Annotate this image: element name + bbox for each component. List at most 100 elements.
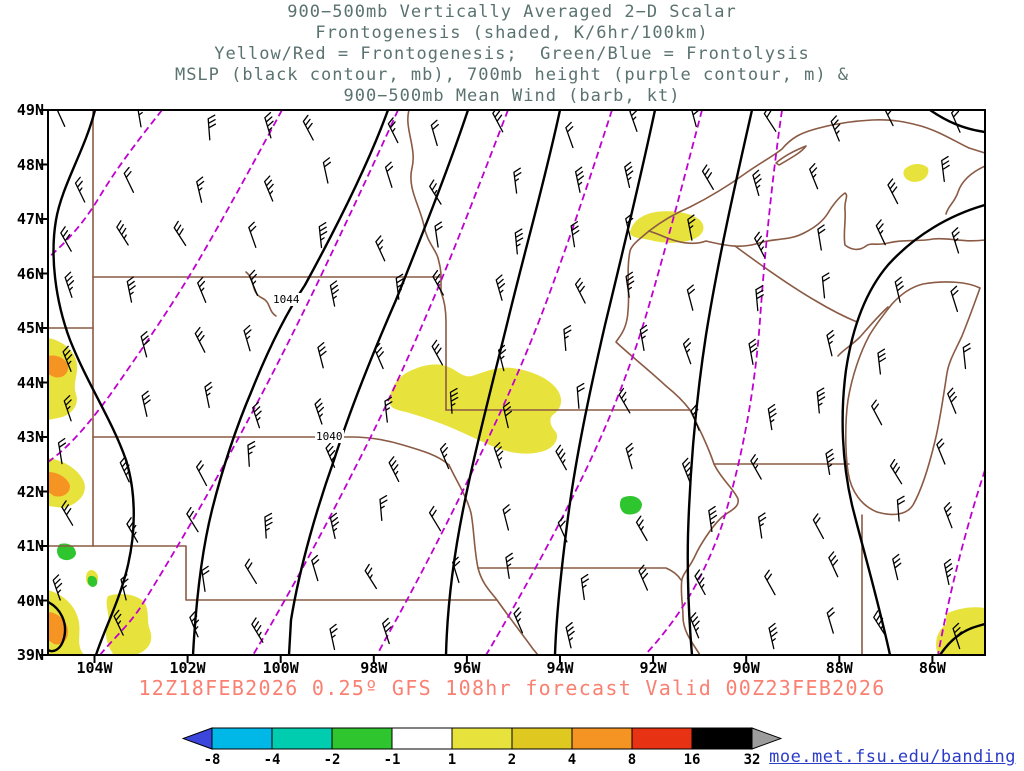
wind-barb [635, 515, 648, 542]
wind-barb [947, 387, 957, 414]
lon-tick-label: 100W [262, 659, 299, 677]
lat-tick-label: 45N [16, 319, 44, 337]
wind-barb [201, 565, 210, 592]
lon-tick-label: 98W [360, 659, 388, 677]
wind-barb [322, 157, 331, 184]
wind-barb [60, 226, 72, 252]
wind-barb [817, 224, 826, 251]
wind-barb [329, 512, 340, 540]
wind-barb [248, 269, 259, 296]
wind-barb [317, 342, 327, 369]
lat-tick-label: 44N [16, 373, 44, 392]
wind-barb [493, 442, 504, 469]
wind-barb [387, 117, 399, 144]
wind-barb [875, 219, 886, 246]
wind-barb [194, 326, 206, 353]
wind-barb [311, 554, 320, 582]
wind-barb [887, 178, 899, 205]
wind-barb [62, 345, 73, 372]
wind-barb [325, 441, 336, 468]
colorbar-segment [631, 727, 693, 750]
wind-barb [565, 121, 574, 149]
wind-barb [943, 558, 953, 586]
colorbar-tick-label: -1 [383, 752, 401, 768]
wind-barb [826, 607, 835, 634]
colorbar-tick-label: 1 [447, 752, 457, 768]
wind-barb [767, 403, 777, 431]
wind-barb [574, 277, 586, 304]
frontogenesis-shading-layer [49, 164, 984, 654]
lat-tick-label: 48N [16, 155, 44, 174]
lat-tick-label: 42N [16, 482, 44, 501]
wind-barb [173, 220, 187, 247]
wind-barb [748, 338, 758, 366]
wind-barb [119, 456, 130, 483]
wind-barb [690, 111, 700, 128]
wind-barb [264, 512, 273, 539]
wind-barbs-layer [52, 111, 971, 651]
wind-barb [941, 155, 950, 183]
colorbar-arrow [181, 727, 213, 750]
lat-tick-label: 39N [16, 646, 44, 664]
colorbar-tick-label: 32 [743, 752, 761, 768]
wind-barb [894, 276, 904, 304]
lat-tick-label: 40N [16, 591, 44, 610]
wind-barb [244, 558, 257, 584]
wind-barb [580, 573, 589, 601]
wind-barb [687, 214, 696, 241]
wind-barb [126, 276, 136, 303]
lat-tick-label: 41N [16, 537, 44, 555]
wind-barb [821, 272, 830, 299]
wind-barb [452, 556, 461, 584]
wind-barb [329, 280, 339, 307]
title-line-1: 900−500mb Vertically Averaged 2−D Scalar [287, 2, 737, 22]
wind-barb [763, 111, 777, 132]
colorbar: -8 -4 -2 -1 1 2 4 8 16 32 [181, 727, 783, 771]
wind-barb [430, 119, 439, 147]
wind-barb [950, 285, 959, 313]
lon-tick-label: 104W [76, 659, 113, 677]
wind-barb [826, 329, 835, 357]
mslp-contour-label-1044: 1044 [272, 293, 301, 306]
colorbar-segment [211, 727, 273, 750]
wind-barb [74, 176, 86, 203]
wind-barb [690, 404, 700, 431]
site-link[interactable]: moe.met.fsu.edu/banding [769, 747, 1016, 767]
colorbar-segment [691, 727, 753, 750]
colorbar-segment [391, 727, 453, 750]
wind-barb [752, 169, 762, 197]
wind-barb [565, 622, 575, 649]
wind-barb [428, 505, 442, 532]
wind-barb [189, 611, 200, 638]
wind-barb [816, 387, 826, 414]
wind-barb [123, 166, 135, 193]
wind-barb [120, 574, 129, 601]
forecast-caption: 12Z18FEB2026 0.25º GFS 108hr forecast Va… [138, 676, 886, 700]
wind-barb [55, 111, 66, 127]
lon-tick-label: 92W [639, 659, 667, 677]
lon-tick-label: 90W [732, 659, 760, 677]
lon-tick-label: 102W [169, 659, 206, 677]
wind-barb [513, 607, 524, 634]
wind-barb [625, 271, 635, 298]
wind-barb [682, 337, 692, 365]
wind-barb [877, 348, 887, 375]
wind-barb [871, 399, 883, 426]
wind-barb [492, 111, 504, 133]
wind-barb [196, 176, 205, 203]
wind-barb [514, 228, 524, 255]
wind-barb [825, 448, 835, 476]
wind-barb [882, 111, 894, 127]
plot-border [47, 109, 986, 656]
wind-barb [314, 398, 325, 425]
wind-barb [375, 235, 386, 262]
wind-barb [116, 220, 129, 246]
wind-barb [513, 167, 522, 194]
wind-barb [429, 179, 442, 205]
wind-barb [570, 221, 580, 248]
wind-barb [329, 623, 338, 651]
wind-barb [64, 271, 75, 298]
wind-barb [140, 331, 150, 358]
wind-barb [638, 564, 649, 591]
wind-barb [962, 343, 971, 370]
